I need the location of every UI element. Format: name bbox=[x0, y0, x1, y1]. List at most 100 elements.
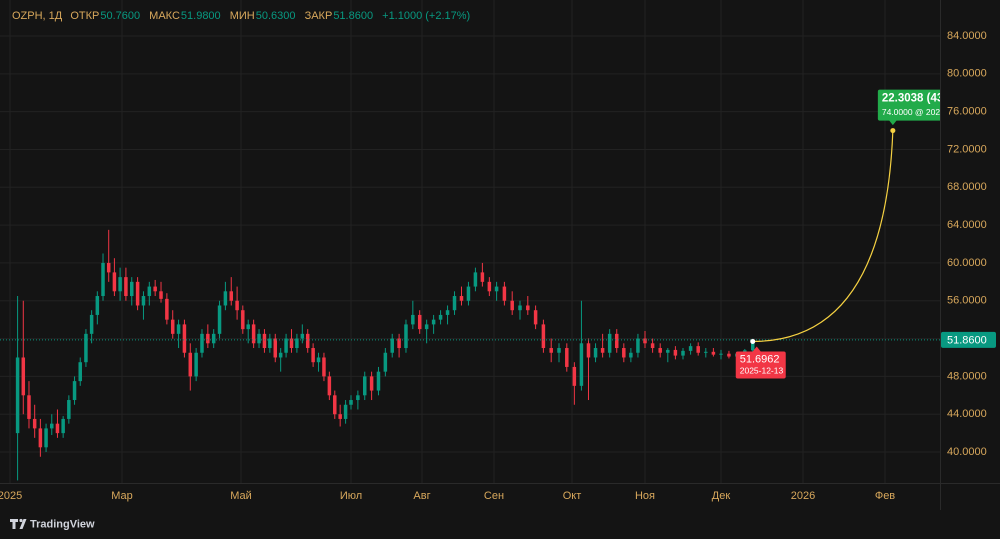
legend-value: 50.7600 bbox=[100, 10, 141, 22]
candle-body bbox=[622, 348, 626, 358]
brand-name: TradingView bbox=[30, 518, 95, 530]
candle-body bbox=[278, 352, 283, 358]
x-tick-label: Авг bbox=[413, 490, 430, 502]
candle-body bbox=[629, 352, 633, 358]
candle-body bbox=[124, 277, 128, 297]
candle-body bbox=[67, 400, 71, 419]
candle-body bbox=[295, 338, 299, 349]
candle-body bbox=[327, 376, 332, 396]
candle-body bbox=[579, 343, 584, 386]
candle-body bbox=[61, 418, 65, 434]
candle-body bbox=[27, 395, 31, 419]
candle-body bbox=[311, 348, 315, 363]
candle-body bbox=[397, 338, 401, 349]
candle-body bbox=[223, 291, 228, 306]
candle-body bbox=[349, 400, 353, 405]
legend-value: 51.9800 bbox=[180, 10, 221, 22]
logo-icon bbox=[10, 519, 27, 529]
candle-body bbox=[251, 324, 256, 344]
candle-body bbox=[480, 272, 485, 282]
candle-body bbox=[246, 324, 250, 330]
legend-key: ЗАКР bbox=[304, 10, 333, 22]
candle-body bbox=[636, 338, 640, 353]
candle-body bbox=[289, 338, 294, 349]
x-tick-label: 2026 bbox=[791, 490, 815, 502]
candle-body bbox=[273, 338, 278, 358]
candle-body bbox=[593, 348, 598, 358]
start-price-label: 51.6962 bbox=[740, 353, 780, 365]
target-label-box bbox=[877, 89, 940, 121]
candle-body bbox=[95, 296, 100, 315]
y-tick-label: 48.0000 bbox=[947, 370, 987, 382]
candle-body bbox=[586, 343, 591, 358]
projection-start bbox=[750, 338, 756, 344]
projection-curve bbox=[752, 130, 894, 343]
x-tick-label: Июл bbox=[340, 490, 362, 502]
candle-body bbox=[118, 277, 122, 292]
start-label-box bbox=[735, 351, 786, 379]
candle-body bbox=[417, 314, 422, 330]
candle-body bbox=[383, 352, 388, 372]
candle-body bbox=[316, 357, 321, 363]
candle-body bbox=[466, 286, 471, 301]
candle-body bbox=[362, 376, 367, 396]
legend-change: +1.1000 (+2.17%) bbox=[382, 10, 471, 22]
grid bbox=[0, 0, 940, 483]
candle-body bbox=[459, 296, 464, 301]
candle-body bbox=[268, 338, 272, 349]
candle-body bbox=[650, 343, 655, 349]
candle-body bbox=[141, 296, 146, 306]
candle-body bbox=[369, 376, 374, 391]
candle-body bbox=[424, 324, 429, 330]
candle-body bbox=[614, 333, 619, 349]
candle-body bbox=[32, 418, 37, 429]
candle-body bbox=[206, 333, 210, 344]
y-tick-label: 84.0000 bbox=[947, 30, 987, 42]
candle-body bbox=[322, 357, 326, 377]
candle-body bbox=[135, 281, 140, 306]
projection-end bbox=[890, 128, 896, 134]
x-tick-label: 2025 bbox=[0, 490, 22, 502]
y-tick-label: 80.0000 bbox=[947, 68, 987, 80]
x-tick-label: Ноя bbox=[635, 490, 655, 502]
candle-body bbox=[15, 357, 20, 434]
y-tick-label: 68.0000 bbox=[947, 181, 987, 193]
candle-body bbox=[130, 281, 134, 297]
candle-body bbox=[643, 338, 647, 344]
candle-body bbox=[159, 291, 163, 299]
candle-body bbox=[572, 366, 577, 386]
axes: 40.000044.000048.000052.000056.000060.00… bbox=[0, 30, 996, 502]
candle-body bbox=[607, 333, 612, 353]
candle-body bbox=[750, 339, 755, 351]
candle-body bbox=[600, 348, 605, 353]
target-label-arrow bbox=[888, 120, 897, 126]
candle-body bbox=[565, 348, 569, 367]
legend-value: 51.8600 bbox=[333, 10, 374, 22]
candle-body bbox=[112, 272, 117, 292]
legend-key: ОТКР bbox=[70, 10, 100, 22]
candle-body bbox=[711, 351, 716, 355]
start-label-arrow bbox=[752, 346, 761, 352]
candle-body bbox=[78, 362, 82, 382]
y-tick-label: 44.0000 bbox=[947, 408, 987, 420]
candle-body bbox=[494, 286, 499, 292]
candle-body bbox=[411, 314, 415, 325]
candle-body bbox=[719, 353, 723, 355]
x-tick-label: Сен bbox=[484, 490, 504, 502]
x-tick-label: Май bbox=[230, 490, 252, 502]
candle-body bbox=[438, 314, 443, 320]
candle-body bbox=[549, 348, 553, 353]
candle-body bbox=[217, 305, 222, 334]
candle-body bbox=[89, 314, 94, 334]
candle-body bbox=[688, 346, 693, 351]
candle-body bbox=[165, 298, 169, 320]
candle-body bbox=[84, 333, 88, 363]
candle-body bbox=[284, 338, 288, 353]
candle-body bbox=[557, 348, 561, 353]
legend-key: МАКС bbox=[149, 10, 180, 22]
candle-body bbox=[50, 423, 54, 429]
x-tick-label: Дек bbox=[712, 490, 731, 502]
candle-body bbox=[153, 286, 157, 292]
candle-body bbox=[696, 346, 700, 353]
